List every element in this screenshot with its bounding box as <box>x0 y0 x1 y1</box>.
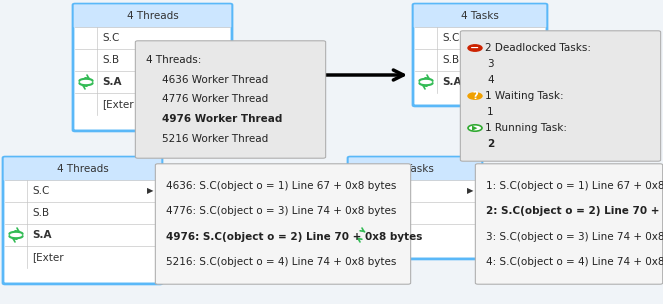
Text: 2 Deadlocked Tasks:: 2 Deadlocked Tasks: <box>485 43 591 53</box>
Text: 4 Threads: 4 Threads <box>56 164 108 174</box>
Text: S.B: S.B <box>102 55 119 65</box>
Text: S.C: S.C <box>32 186 49 196</box>
FancyBboxPatch shape <box>135 41 326 158</box>
Text: 3: S.C(object o = 3) Line 74 + 0x8 bytes: 3: S.C(object o = 3) Line 74 + 0x8 bytes <box>486 232 663 242</box>
Text: 4636: S.C(object o = 1) Line 67 + 0x8 bytes: 4636: S.C(object o = 1) Line 67 + 0x8 by… <box>166 181 396 191</box>
FancyBboxPatch shape <box>475 164 662 284</box>
Text: 4776: S.C(object o = 3) Line 74 + 0x8 bytes: 4776: S.C(object o = 3) Line 74 + 0x8 by… <box>166 206 396 216</box>
Text: S.B: S.B <box>32 208 49 218</box>
Text: 5216: S.C(object o = 4) Line 74 + 0x8 bytes: 5216: S.C(object o = 4) Line 74 + 0x8 by… <box>166 257 396 267</box>
FancyBboxPatch shape <box>73 4 232 131</box>
Text: 2: S.C(object o = 2) Line 70 + 0x8 bytes: 2: S.C(object o = 2) Line 70 + 0x8 bytes <box>486 206 663 216</box>
FancyBboxPatch shape <box>414 4 546 28</box>
Text: 1 Running Task:: 1 Running Task: <box>485 123 567 133</box>
FancyBboxPatch shape <box>3 157 162 284</box>
FancyBboxPatch shape <box>413 4 547 106</box>
Text: 4976 Worker Thread: 4976 Worker Thread <box>162 114 282 124</box>
Text: ?: ? <box>472 91 478 101</box>
Text: ▶: ▶ <box>467 186 473 195</box>
Text: [Exter: [Exter <box>32 252 64 262</box>
FancyBboxPatch shape <box>460 31 660 161</box>
Text: 4: 4 <box>487 75 494 85</box>
Text: 1: S.C(object o = 1) Line 67 + 0x8 bytes: 1: S.C(object o = 1) Line 67 + 0x8 bytes <box>486 181 663 191</box>
Text: 5216 Worker Thread: 5216 Worker Thread <box>162 134 269 144</box>
Text: S.A: S.A <box>102 77 121 87</box>
Text: 4976: S.C(object o = 2) Line 70 + 0x8 bytes: 4976: S.C(object o = 2) Line 70 + 0x8 by… <box>166 232 422 242</box>
Text: 4 Tasks: 4 Tasks <box>461 11 499 21</box>
Text: 4 Threads:: 4 Threads: <box>146 55 202 65</box>
Text: 2: 2 <box>487 139 494 149</box>
Text: 1 Waiting Task:: 1 Waiting Task: <box>485 91 564 101</box>
Text: 1: 1 <box>487 107 494 117</box>
FancyBboxPatch shape <box>155 164 410 284</box>
Text: S.A: S.A <box>442 77 461 87</box>
Text: −: − <box>470 43 480 53</box>
Text: 4776 Worker Thread: 4776 Worker Thread <box>162 95 269 105</box>
Text: S.A: S.A <box>32 230 52 240</box>
Text: 3: 3 <box>487 59 494 69</box>
Text: S.C: S.C <box>377 186 394 196</box>
FancyBboxPatch shape <box>349 157 481 181</box>
FancyBboxPatch shape <box>348 157 482 259</box>
Text: S.C: S.C <box>442 33 459 43</box>
FancyBboxPatch shape <box>4 157 161 181</box>
Text: 4: S.C(object o = 4) Line 74 + 0x8 bytes: 4: S.C(object o = 4) Line 74 + 0x8 bytes <box>486 257 663 267</box>
Circle shape <box>468 45 482 51</box>
Text: [Exter: [Exter <box>102 99 134 109</box>
Text: 4 Threads: 4 Threads <box>127 11 178 21</box>
Circle shape <box>468 125 482 131</box>
Circle shape <box>468 93 482 99</box>
Text: ▶: ▶ <box>147 186 153 195</box>
Text: S.B: S.B <box>442 55 459 65</box>
Text: ▶: ▶ <box>472 125 477 131</box>
FancyBboxPatch shape <box>74 4 231 28</box>
Text: 4 Tasks: 4 Tasks <box>396 164 434 174</box>
Text: 4636 Worker Thread: 4636 Worker Thread <box>162 75 269 85</box>
Text: S.B: S.B <box>377 208 394 218</box>
Text: S.C: S.C <box>102 33 119 43</box>
Text: S.A: S.A <box>377 230 396 240</box>
